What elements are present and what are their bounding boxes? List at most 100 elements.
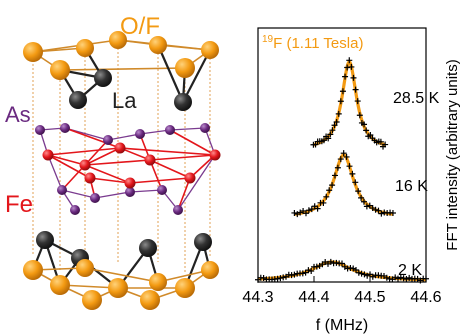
data-point [274, 275, 281, 282]
x-axis-label: f (MHz) [316, 317, 368, 334]
la-atoms-top [69, 69, 192, 111]
of-atom [108, 278, 128, 298]
of-atom [109, 31, 127, 49]
as-atom [165, 125, 175, 135]
data-point [355, 269, 362, 276]
series-label: 2 K [398, 262, 422, 279]
fit-curve [313, 60, 386, 147]
data-point [363, 127, 370, 134]
data-point [400, 275, 407, 282]
of-atom [175, 278, 195, 298]
fe-atom [84, 172, 96, 184]
nmr-chart: 44.3 44.4 44.5 44.6 28.5 K 16 K 2 K 19F (1.11… [242, 27, 461, 334]
data-point [333, 119, 340, 126]
as-atom [60, 123, 70, 133]
la-atom [194, 233, 212, 251]
data-point [280, 274, 287, 281]
data-markers [255, 57, 429, 284]
title-superscript: 19 [262, 34, 274, 45]
fe-fe-bonds-red [47, 127, 216, 211]
data-point [363, 203, 370, 210]
data-point [305, 267, 312, 274]
data-point [340, 150, 347, 157]
of-atom [23, 260, 43, 280]
data-point [377, 138, 384, 145]
as-atom [103, 135, 113, 145]
data-point [339, 260, 345, 267]
data-point [302, 210, 309, 217]
data-point [364, 272, 371, 279]
series-label: 28.5 K [393, 90, 440, 107]
data-point [389, 209, 396, 216]
as-atom [200, 123, 210, 133]
of-atoms-top [23, 31, 219, 80]
la-atoms-bottom [36, 231, 212, 267]
as-atom [173, 205, 183, 215]
data-point [352, 179, 359, 186]
data-point [358, 194, 365, 201]
fe-atom [144, 154, 156, 166]
of-atoms-bottom [23, 259, 219, 310]
as-atom [57, 185, 67, 195]
data-point [323, 193, 330, 200]
data-point [305, 207, 312, 214]
data-point [325, 135, 332, 142]
of-atom [76, 259, 94, 277]
crystal-structure: O/F La As Fe [5, 13, 221, 310]
title-main: F (1.11 Tesla) [273, 35, 363, 52]
data-point [329, 127, 336, 134]
data-point [395, 275, 401, 282]
data-point [339, 88, 346, 95]
data-point [383, 274, 390, 281]
of-atom [201, 41, 219, 59]
data-point [423, 275, 429, 282]
of-atom [140, 290, 160, 310]
as-atom [157, 185, 167, 195]
data-point [260, 275, 267, 282]
of-atom [23, 42, 43, 62]
as-atoms [35, 123, 210, 215]
data-point [326, 187, 333, 194]
data-point [382, 141, 389, 148]
data-point [375, 207, 382, 214]
data-point [337, 98, 344, 105]
data-point [308, 268, 315, 275]
series-label: 16 K [395, 178, 428, 195]
data-point [378, 210, 385, 217]
of-atom [175, 58, 195, 78]
chart-title: 19F (1.11 Tesla) [262, 34, 363, 52]
data-point [353, 267, 359, 274]
of-atom [50, 60, 70, 80]
data-point [356, 112, 363, 119]
la-atom [36, 231, 54, 249]
x-tick-label: 44.6 [410, 289, 441, 306]
plot-frame [257, 27, 427, 283]
as-atom [125, 187, 135, 197]
data-point [327, 131, 334, 138]
of-atom [82, 290, 102, 310]
fe-atom [114, 142, 126, 154]
fe-atom [42, 149, 54, 161]
data-point [392, 274, 399, 281]
x-tick-labels: 44.3 44.4 44.5 44.6 [242, 289, 441, 306]
la-atom [69, 91, 87, 109]
data-point [360, 198, 367, 205]
data-point [331, 172, 338, 179]
y-axis-label: FFT intensity (arbitrary units) [444, 59, 461, 250]
data-point [367, 131, 374, 138]
data-point [299, 270, 306, 277]
fit-curve [294, 153, 394, 216]
data-point [358, 270, 365, 277]
la-atom [94, 69, 112, 87]
data-point [361, 271, 368, 278]
data-point [343, 153, 350, 160]
data-point [320, 199, 327, 206]
fe-atom [124, 177, 136, 189]
x-tick-label: 44.5 [354, 289, 385, 306]
data-point [361, 121, 368, 128]
of-atom [50, 275, 70, 295]
x-tick-label: 44.3 [242, 289, 273, 306]
data-point [352, 86, 359, 93]
data-point [397, 274, 404, 281]
